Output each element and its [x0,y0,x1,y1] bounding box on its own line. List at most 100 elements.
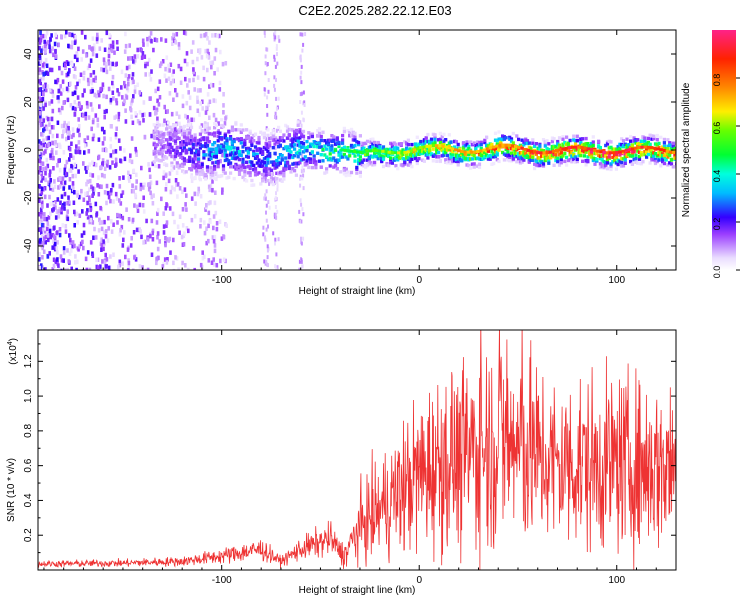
spectrogram-cell [611,147,615,151]
spectrogram-cell [225,138,229,143]
spectrogram-cell [557,153,562,157]
spectrogram-cell [278,143,282,147]
spectrogram-cell [101,82,105,87]
spectrogram-cell [335,160,339,164]
spectrogram-cell [461,141,466,146]
spectrogram-cell [566,141,570,145]
spectrogram-cell [369,144,373,149]
spectrogram-cell [241,128,245,132]
spectrogram-cell [257,147,261,151]
spectrogram-cell [189,148,194,152]
spectrogram-cell [277,96,280,101]
spectrogram-cell [38,252,41,257]
spectrogram-cell [456,142,460,147]
spectrogram-cell [229,165,233,169]
spectrogram-cell [321,159,325,163]
spectrogram-cell [659,164,663,168]
spectrogram-cell [213,234,217,240]
spectrogram-cell [458,147,462,151]
spectrogram-cell [200,55,204,60]
spectrogram-cell [275,267,278,270]
spectrogram-cell [545,157,549,161]
spectrogram-cell [265,218,268,223]
spectrogram-cell [469,157,473,161]
spectrogram-cell [155,256,159,261]
spectrogram-cell [509,151,514,155]
spectrogram-cell [83,138,87,143]
spectrogram-cell [66,248,69,253]
spectrogram-cell [614,161,618,165]
spectrogram-cell [66,71,70,76]
spectrogram-cell [60,123,64,129]
spectrogram-cell [236,146,240,150]
spectrogram-cell [435,159,439,163]
spectrogram-ridge-cell [621,149,625,153]
spectrogram-cell [80,105,83,110]
spectrogram-cell [524,151,528,155]
spectrogram-cell [150,218,154,224]
spectrogram-ridge-cell [466,150,471,154]
spectrogram-cell [561,142,565,146]
spectrogram-cell [197,150,201,154]
spectrogram-cell [216,174,220,178]
spectrogram-cell [160,61,163,66]
spectrogram-cell [483,151,487,155]
spectrogram-ridge-cell [454,148,458,152]
spectrogram-cell [82,161,85,166]
spectrogram-cell [63,120,66,126]
spectrogram-ridge-cell [542,151,546,155]
spectrogram-cell [511,156,515,161]
spectrogram-cell [156,129,160,134]
spectrogram-cell [255,148,259,152]
spectrogram-cell [90,46,93,51]
spectrogram-cell [40,178,43,183]
spectrogram-cell [189,134,194,139]
spectrogram-cell [202,156,206,160]
spectrogram-cell [502,158,506,162]
spectrogram-cell [262,145,266,150]
spectrogram-cell [435,150,439,155]
spectrogram-cell [70,141,73,146]
spectrogram-cell [49,88,52,93]
spectrogram-cell [575,159,579,164]
spectrogram-cell [84,166,87,171]
spectrogram-cell [282,146,286,151]
spectrogram-cell [107,265,111,270]
spectrogram-cell [248,139,252,144]
spectrogram-cell [128,64,131,70]
spectrogram-cell [220,118,224,122]
spectrogram-cell [605,156,610,160]
spectrogram-cell [267,78,270,82]
spectrogram-cell [157,102,161,107]
spectrogram-cell [616,159,620,163]
spectrogram-cell [96,117,100,123]
spectrogram-cell [598,162,602,166]
spectrogram-cell [620,142,624,147]
spectrogram-ridge-cell [419,146,423,150]
spectrogram-cell [43,216,46,222]
spectrogram-cell [650,137,654,141]
spectrogram-cell [138,90,142,95]
spectrogram-cell [54,259,58,265]
spectrogram-cell [131,183,134,189]
spectrogram-cell [277,35,280,40]
spectrogram-cell [197,138,201,143]
spectrogram-cell [461,155,466,160]
spectrogram-cell [148,167,151,173]
spectrogram-cell [636,138,640,142]
spectrogram-cell [76,57,79,63]
spectrogram-cell [54,54,58,59]
spectrogram-cell [214,98,217,104]
spectrogram-cell [673,156,676,160]
spectrogram-cell [182,135,186,139]
spectrogram-cell [127,81,130,87]
spectrogram-cell [470,162,474,166]
spectrogram-cell [103,47,107,52]
spectrogram-cell [479,146,483,151]
spectrogram-ridge-cell [359,150,363,154]
spectrogram-cell [467,153,471,157]
spectrogram-cell [349,133,354,137]
spectrogram-cell [40,190,44,195]
spectrogram-cell [178,230,181,235]
spectrogram-cell [182,242,186,247]
